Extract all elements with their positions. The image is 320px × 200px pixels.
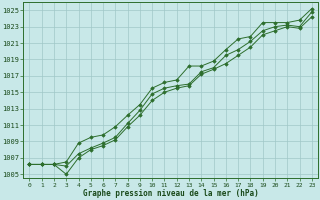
X-axis label: Graphe pression niveau de la mer (hPa): Graphe pression niveau de la mer (hPa) — [83, 189, 259, 198]
